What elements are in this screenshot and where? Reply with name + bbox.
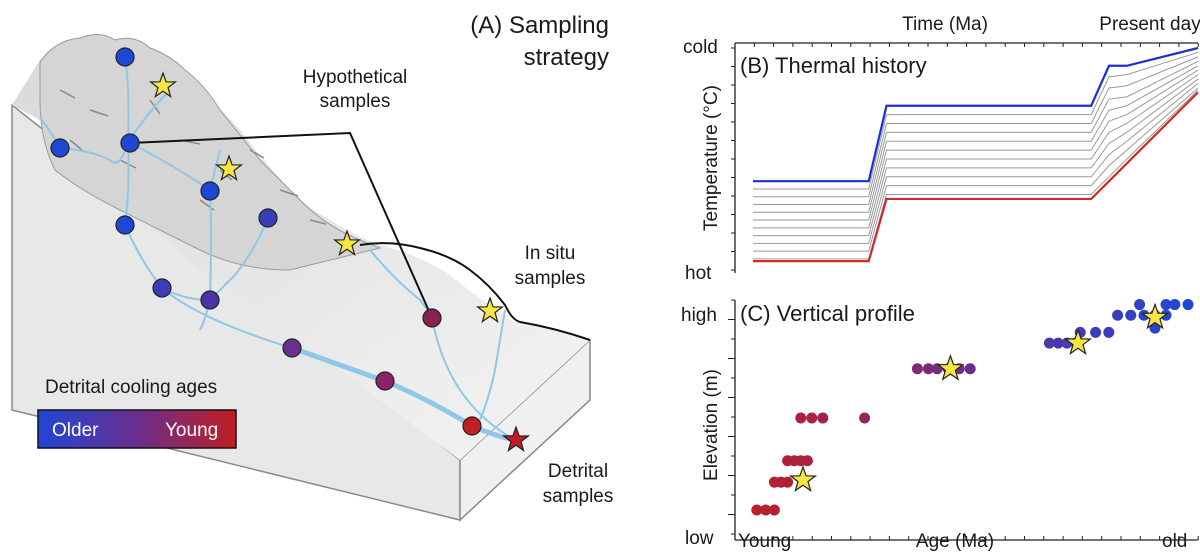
panel-b-ylabel: Temperature (°C) bbox=[701, 85, 722, 231]
detrital-star bbox=[501, 425, 531, 452]
profile-sample-point bbox=[1052, 337, 1064, 349]
thermal-path bbox=[753, 78, 1199, 237]
panel-a-title-line1: (A) Sampling bbox=[470, 12, 609, 39]
profile-sample-point bbox=[1125, 309, 1137, 321]
panel-b-thermal-history: (B) Thermal history Time (Ma) Present da… bbox=[683, 14, 1200, 284]
profile-insitu-star bbox=[1063, 328, 1093, 356]
sample-young bbox=[375, 371, 395, 391]
panel-b-paths bbox=[753, 46, 1199, 263]
legend-title: Detrital cooling ages bbox=[45, 377, 217, 398]
sample-mid bbox=[152, 278, 172, 298]
panel-c-xlabel: Age (Ma) bbox=[916, 531, 994, 552]
panel-c-title: (C) Vertical profile bbox=[740, 301, 915, 326]
profile-sample-point bbox=[1134, 299, 1146, 311]
panel-b-title: (B) Thermal history bbox=[740, 53, 927, 78]
panel-c-y-top: high bbox=[681, 305, 717, 326]
thermal-path bbox=[753, 83, 1199, 244]
thermal-path bbox=[753, 56, 1199, 198]
profile-sample-point bbox=[964, 363, 976, 375]
profile-sample-point bbox=[1103, 326, 1115, 338]
sample-older bbox=[115, 215, 135, 235]
sample-older bbox=[115, 47, 135, 67]
profile-sample-point bbox=[1149, 322, 1161, 334]
sample-points bbox=[50, 47, 482, 436]
thermal-path bbox=[753, 51, 1199, 190]
profile-sample-point bbox=[859, 412, 871, 424]
panel-c-y-bottom: low bbox=[685, 528, 714, 549]
thermal-path bbox=[753, 87, 1199, 252]
sample-older bbox=[50, 138, 70, 158]
panel-c-x-left: Young bbox=[738, 531, 791, 552]
insitu-star bbox=[475, 296, 505, 323]
profile-sample-point bbox=[795, 412, 807, 424]
insitu-star bbox=[214, 154, 244, 181]
profile-sample-point bbox=[922, 363, 934, 375]
panel-b-y-bottom: hot bbox=[685, 263, 712, 284]
profile-sample-point bbox=[782, 476, 794, 488]
panel-b-top-label: Time (Ma) bbox=[902, 14, 988, 35]
profile-sample-point bbox=[817, 412, 829, 424]
insitu-star bbox=[332, 229, 362, 256]
panel-c-x-right: old bbox=[1162, 531, 1187, 552]
insitu-star bbox=[148, 71, 178, 98]
profile-sample-point bbox=[1169, 299, 1181, 311]
profile-sample-point bbox=[751, 504, 763, 516]
panel-c-vertical-profile: (C) Vertical profile high low Elevation … bbox=[681, 299, 1199, 552]
panel-b-ticks bbox=[731, 43, 1199, 271]
sample-young bbox=[422, 308, 442, 328]
profile-insitu-star bbox=[936, 353, 965, 381]
profile-sample-point bbox=[768, 504, 780, 516]
profile-sample-point bbox=[760, 504, 772, 516]
thermal-path-upper bbox=[753, 46, 1199, 183]
panel-b-y-top: cold bbox=[683, 37, 718, 58]
profile-sample-point bbox=[1043, 337, 1055, 349]
insitu-label-line2: samples bbox=[515, 268, 586, 289]
thermal-path bbox=[753, 69, 1199, 221]
profile-sample-point bbox=[1112, 309, 1124, 321]
mountain-relief bbox=[39, 34, 382, 271]
legend-older-label: Older bbox=[52, 420, 99, 441]
panel-a-title-line2: strategy bbox=[524, 44, 609, 71]
thermal-path bbox=[753, 65, 1199, 213]
sample-mid bbox=[200, 290, 220, 310]
thermal-path bbox=[753, 74, 1199, 229]
panel-c-ticks bbox=[728, 299, 1199, 540]
block-right-face bbox=[459, 338, 591, 522]
thermal-path bbox=[753, 89, 1199, 260]
ridge-line bbox=[359, 242, 591, 341]
insitu-stars bbox=[148, 71, 531, 452]
profile-sample-point bbox=[801, 455, 813, 467]
insitu-label-line1: In situ bbox=[525, 243, 576, 264]
sample-older bbox=[120, 133, 140, 153]
thermal-path bbox=[753, 60, 1199, 206]
profile-insitu-star bbox=[1140, 302, 1170, 330]
profile-sample-point bbox=[1182, 299, 1194, 311]
panel-c-points bbox=[751, 299, 1194, 516]
main-river bbox=[291, 345, 516, 443]
sample-mid bbox=[258, 208, 278, 228]
sample-young bbox=[462, 416, 482, 436]
sample-older bbox=[200, 181, 220, 201]
profile-sample-point bbox=[1160, 299, 1172, 311]
profile-insitu-star bbox=[788, 465, 818, 493]
profile-sample-point bbox=[806, 412, 818, 424]
profile-sample-point bbox=[1090, 326, 1102, 338]
panel-c-ylabel: Elevation (m) bbox=[701, 369, 722, 481]
panel-b-right-label: Present day bbox=[1099, 14, 1200, 35]
profile-sample-point bbox=[911, 363, 923, 375]
hypothetical-callout-line bbox=[129, 131, 433, 319]
legend-young-label: Young bbox=[165, 420, 218, 441]
detrital-label-line2: samples bbox=[543, 486, 614, 507]
panel-a-block-diagram: (A) Sampling strategy Hypothetical sampl… bbox=[11, 12, 614, 522]
legend-color-bar bbox=[37, 409, 237, 449]
profile-sample-point bbox=[1138, 309, 1150, 321]
hypothetical-label-line1: Hypothetical bbox=[303, 67, 408, 88]
thermal-path-lower bbox=[753, 91, 1199, 263]
hypothetical-label-line2: samples bbox=[320, 91, 391, 112]
detrital-label-line1: Detrital bbox=[548, 461, 608, 482]
profile-sample-point bbox=[1160, 309, 1172, 321]
sample-mid bbox=[282, 338, 302, 358]
